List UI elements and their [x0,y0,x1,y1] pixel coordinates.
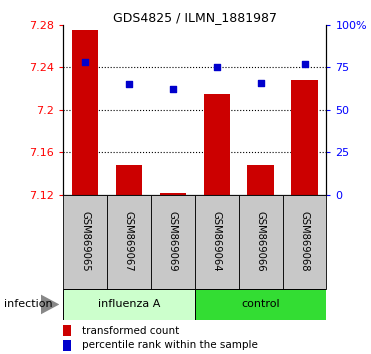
Bar [283,195,326,289]
Bar [63,325,71,336]
Bar [151,195,195,289]
Text: control: control [241,299,280,309]
Bar [291,80,318,195]
Text: GSM869068: GSM869068 [299,211,309,272]
Bar [63,195,107,289]
Text: transformed count: transformed count [82,326,179,336]
Text: GSM869064: GSM869064 [212,211,222,272]
Bar [204,94,230,195]
Text: GSM869069: GSM869069 [168,211,178,272]
Polygon shape [41,295,59,314]
Point [214,64,220,70]
Bar [195,195,239,289]
Point [302,61,308,67]
Bar [72,30,98,195]
Bar [116,165,142,195]
Bar [195,289,326,320]
Text: infection: infection [4,299,52,309]
Bar [63,289,195,320]
Bar [239,195,283,289]
Point [82,59,88,65]
Bar [107,195,151,289]
Text: percentile rank within the sample: percentile rank within the sample [82,341,257,350]
Text: GSM869067: GSM869067 [124,211,134,272]
Title: GDS4825 / ILMN_1881987: GDS4825 / ILMN_1881987 [113,11,277,24]
Text: GSM869066: GSM869066 [256,211,266,272]
Text: GSM869065: GSM869065 [80,211,90,272]
Point [126,81,132,87]
Bar [63,340,71,351]
Text: influenza A: influenza A [98,299,160,309]
Bar [247,165,274,195]
Point [258,80,264,85]
Bar [160,193,186,195]
Point [170,86,176,92]
